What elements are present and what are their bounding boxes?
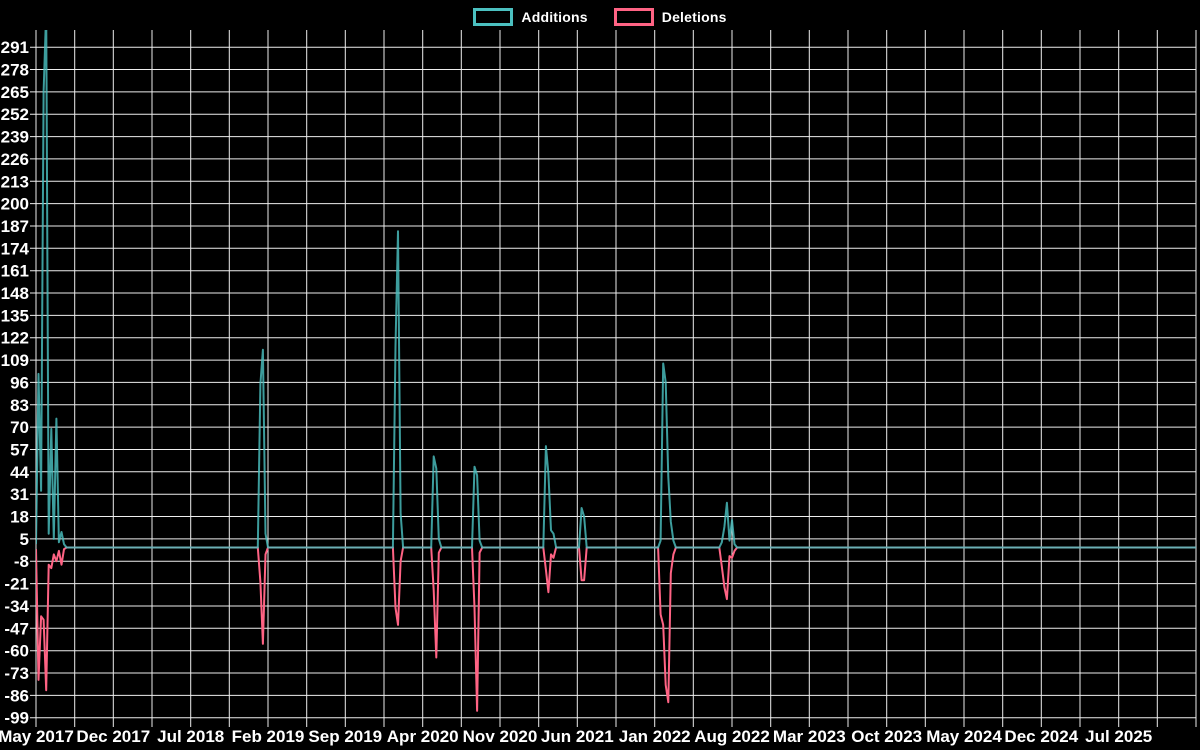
svg-text:-60: -60 [4,642,29,661]
svg-text:-8: -8 [14,552,29,571]
svg-text:135: 135 [1,306,29,325]
svg-text:May 2017: May 2017 [0,727,74,746]
svg-text:265: 265 [1,83,29,102]
svg-text:122: 122 [1,329,29,348]
svg-text:-99: -99 [4,709,29,728]
legend-label-deletions: Deletions [661,9,727,25]
x-tick-labels: May 2017 Dec 2017 Jul 2018 Feb 2019 Sep 2019… [0,727,1152,746]
legend-label-additions: Additions [521,9,588,25]
svg-text:-21: -21 [4,575,29,594]
y-tick-labels: 291 278 265 252 239 226 213 200 187 174 161 148 135 1… [1,38,30,728]
svg-text:-47: -47 [4,619,29,638]
svg-text:213: 213 [1,172,29,191]
svg-text:5: 5 [20,530,29,549]
svg-text:291: 291 [1,38,29,57]
x-gridlines [35,30,1197,727]
svg-text:Nov 2020: Nov 2020 [463,727,538,746]
svg-text:278: 278 [1,61,29,80]
y-gridlines [30,46,1196,719]
svg-text:Dec 2024: Dec 2024 [1004,727,1078,746]
svg-text:57: 57 [10,441,29,460]
svg-text:Feb 2019: Feb 2019 [232,727,305,746]
svg-text:Mar 2023: Mar 2023 [773,727,846,746]
svg-text:18: 18 [10,508,29,527]
svg-text:Dec 2017: Dec 2017 [76,727,150,746]
legend-item-deletions[interactable]: Deletions [613,8,727,26]
svg-text:May 2024: May 2024 [926,727,1002,746]
svg-text:Sep 2019: Sep 2019 [308,727,382,746]
svg-text:-73: -73 [4,664,29,683]
svg-text:200: 200 [1,195,29,214]
svg-text:83: 83 [10,396,29,415]
svg-text:174: 174 [1,239,30,258]
svg-text:Jun 2021: Jun 2021 [541,727,614,746]
chart-legend: Additions Deletions [0,8,1200,26]
svg-text:161: 161 [1,262,29,281]
svg-text:Aug 2022: Aug 2022 [694,727,770,746]
svg-text:70: 70 [10,418,29,437]
svg-text:Apr 2020: Apr 2020 [387,727,459,746]
legend-item-additions[interactable]: Additions [473,8,588,26]
svg-text:187: 187 [1,217,29,236]
deletions-swatch-icon [613,8,654,26]
svg-text:44: 44 [10,463,29,482]
svg-text:-34: -34 [4,597,29,616]
svg-text:Jul 2018: Jul 2018 [157,727,224,746]
svg-text:31: 31 [10,485,29,504]
additions-line [36,30,1196,549]
svg-text:Jan 2022: Jan 2022 [619,727,691,746]
svg-text:96: 96 [10,373,29,392]
svg-text:Jul 2025: Jul 2025 [1085,727,1152,746]
svg-text:109: 109 [1,351,29,370]
additions-swatch-icon [473,8,514,26]
svg-text:226: 226 [1,150,29,169]
svg-text:252: 252 [1,105,29,124]
svg-text:148: 148 [1,284,29,303]
svg-text:Oct 2023: Oct 2023 [851,727,922,746]
svg-text:239: 239 [1,128,29,147]
svg-text:-86: -86 [4,686,29,705]
